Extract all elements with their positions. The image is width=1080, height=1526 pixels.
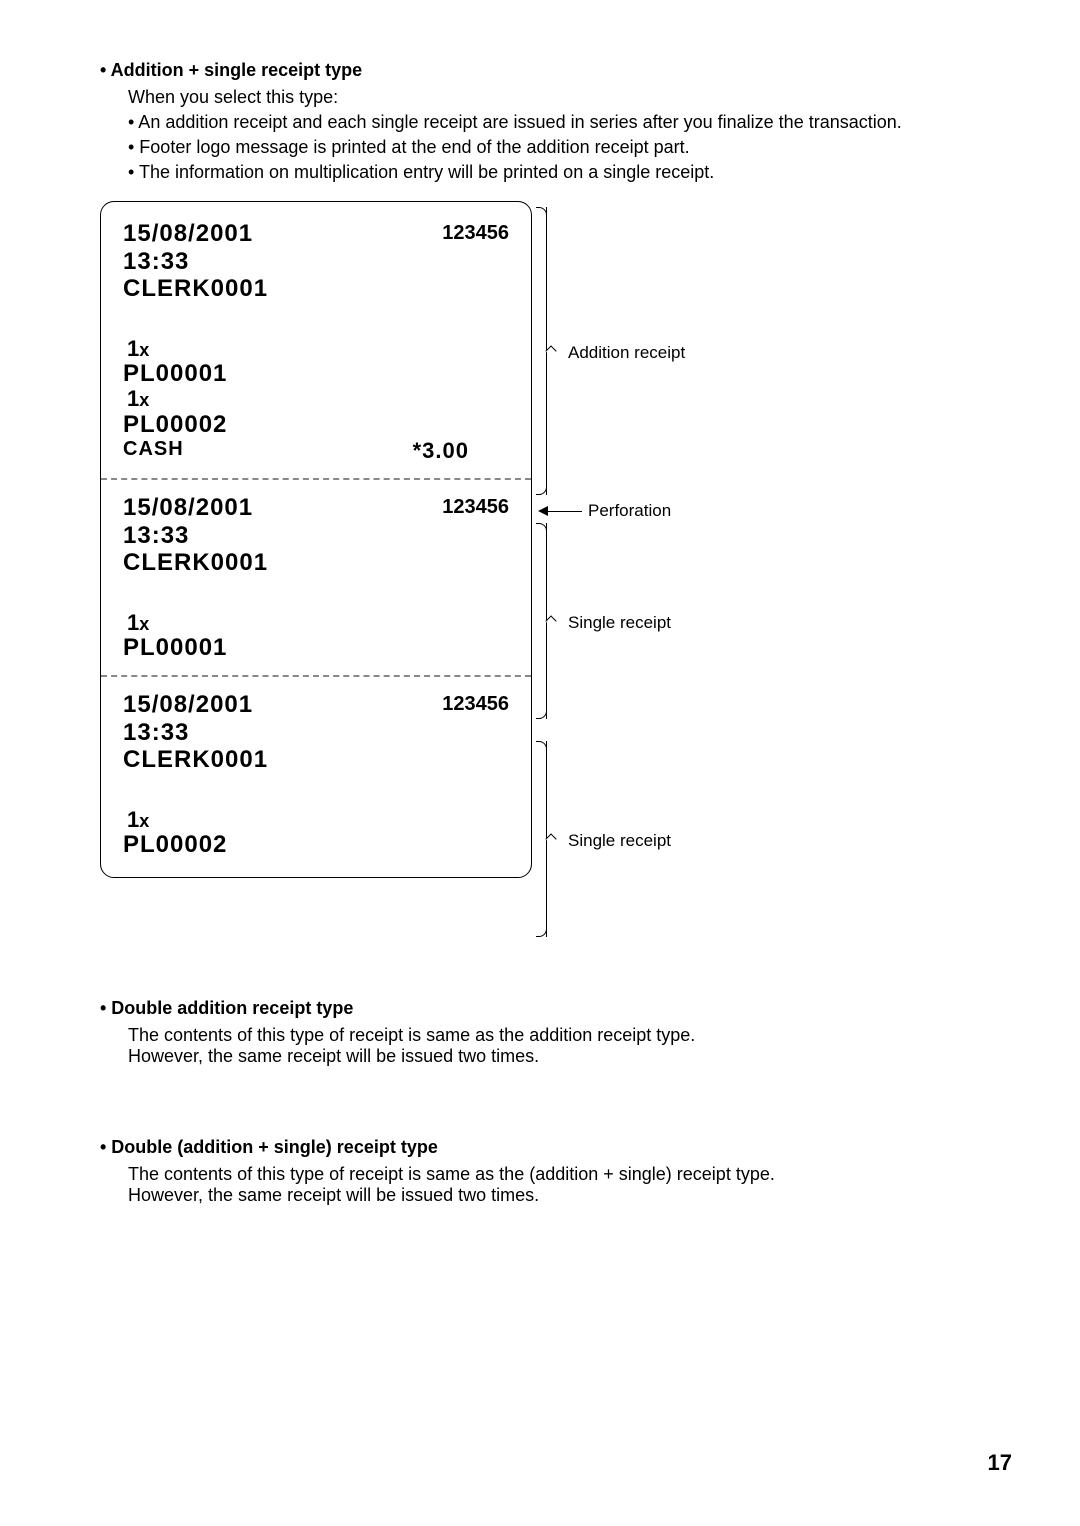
s1-clerk: CLERK0001 [123,549,268,576]
s2-header-left: 15/08/2001 13:33 CLERK0001 [123,691,268,774]
cash-row: CASH *3.00 [123,438,509,464]
add-l2-plu: PL00002 [123,412,509,438]
s1-date: 15/08/2001 [123,494,253,521]
s2-plu: PL00002 [123,832,509,858]
section-double-addition-single: • Double (addition + single) receipt typ… [100,1137,980,1206]
perforation-1 [101,478,531,480]
s1-header-left: 15/08/2001 13:33 CLERK0001 [123,494,268,577]
annotation-layer: Addition receipt Perforation Single rece… [532,201,792,878]
section3-p1: The contents of this type of receipt is … [128,1164,980,1185]
s1-txn: 123456 [442,494,509,519]
perforation-2 [101,675,531,677]
section2-title: • Double addition receipt type [100,998,980,1019]
addition-lines: 1x PL00001 1x PL00002 CASH *3.00 [123,337,509,464]
label-addition: Addition receipt [568,343,685,363]
label-perf: Perforation [588,501,671,521]
section-addition-single: • Addition + single receipt type When yo… [100,60,980,183]
section3-title: • Double (addition + single) receipt typ… [100,1137,980,1158]
clerk-text: CLERK0001 [123,275,268,302]
label-single1: Single receipt [568,613,671,633]
add-l1-qty: 1x [127,337,509,361]
section1-title: • Addition + single receipt type [100,60,980,81]
label-single2: Single receipt [568,831,671,851]
receipt-diagram: 15/08/2001 13:33 CLERK0001 123456 1x PL0… [100,201,980,878]
s2-clerk: CLERK0001 [123,746,268,773]
brace-addition [546,207,547,495]
cash-label: CASH [123,438,184,464]
receipt-box: 15/08/2001 13:33 CLERK0001 123456 1x PL0… [100,201,532,878]
section2-p2: However, the same receipt will be issued… [128,1046,980,1067]
brace-single2 [546,741,547,937]
page-number: 17 [988,1450,1012,1476]
s1-qty: 1x [127,611,509,635]
s2-qty: 1x [127,808,509,832]
single2-lines: 1x PL00002 [123,808,509,859]
add-l2-qty: 1x [127,387,509,411]
brace-single1 [546,523,547,719]
single1-lines: 1x PL00001 [123,611,509,662]
s1-plu: PL00001 [123,635,509,661]
section-double-addition: • Double addition receipt type The conte… [100,998,980,1067]
s1-time: 13:33 [123,522,189,549]
section1-bullet2: • Footer logo message is printed at the … [128,137,980,158]
cash-amt: *3.00 [413,438,509,464]
single1-header: 15/08/2001 13:33 CLERK0001 123456 [123,494,509,577]
arrow-head-perf [538,506,548,516]
s2-txn: 123456 [442,691,509,716]
date-text: 15/08/2001 [123,220,253,247]
header-left: 15/08/2001 13:33 CLERK0001 [123,220,268,303]
s2-time: 13:33 [123,719,189,746]
brace-notch [545,345,556,356]
section2-p1: The contents of this type of receipt is … [128,1025,980,1046]
arrow-line-perf [548,511,582,512]
section1-bullet1: • An addition receipt and each single re… [128,112,980,133]
brace-notch-s1 [545,615,556,626]
section3-p2: However, the same receipt will be issued… [128,1185,980,1206]
addition-header: 15/08/2001 13:33 CLERK0001 123456 [123,220,509,303]
txn-no: 123456 [442,220,509,245]
s2-date: 15/08/2001 [123,691,253,718]
time-text: 13:33 [123,248,189,275]
brace-notch-s2 [545,833,556,844]
section1-intro: When you select this type: [128,87,980,108]
section1-bullet3: • The information on multiplication entr… [128,162,980,183]
add-l1-plu: PL00001 [123,361,509,387]
single2-header: 15/08/2001 13:33 CLERK0001 123456 [123,691,509,774]
